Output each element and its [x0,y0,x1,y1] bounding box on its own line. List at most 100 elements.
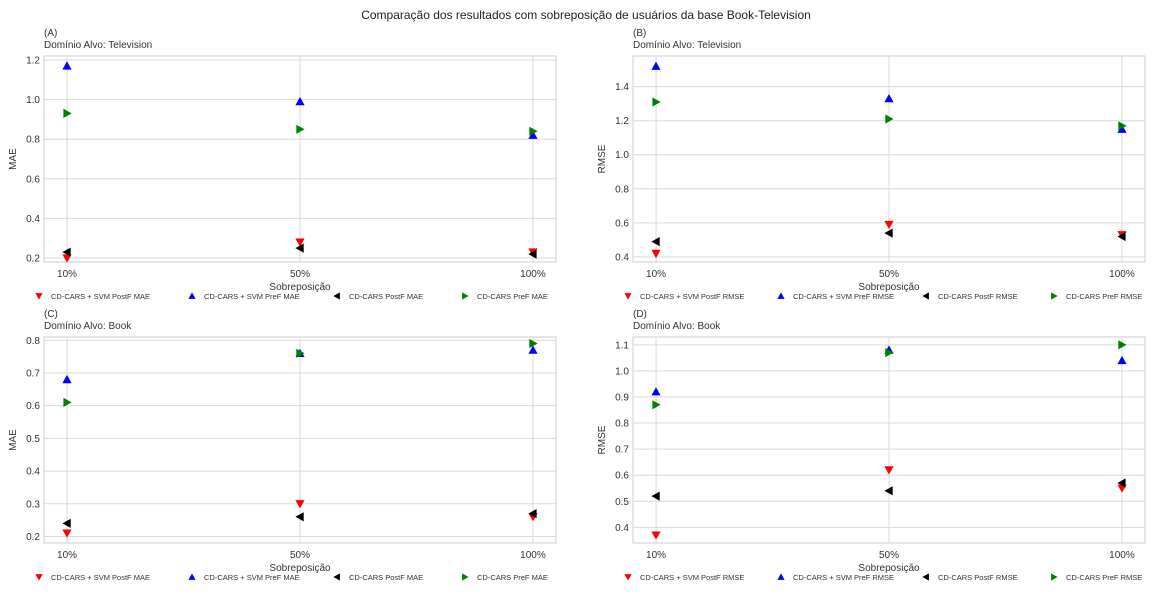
panel3-ytick-label-3: 0.7 [615,445,629,456]
panel1-yaxis-label: RMSE [597,144,608,173]
panel3-xaxis-label: Sobreposição [858,563,920,574]
panel2-xtick-label-0: 10% [57,550,77,561]
panel2-series3-point-1 [296,348,305,358]
panel2-legend-label-3: CD-CARS PreF MAE [477,573,548,582]
panel2-legend-label-2: CD-CARS PostF MAE [349,573,423,582]
panel2-series2-point-2 [528,509,537,519]
panel2-series0-point-0 [62,529,72,538]
panel0-legend-label-1: CD-CARS + SVM PreF MAE [204,292,300,301]
panel1-xtick-label-0: 10% [646,269,666,280]
panel0-legend-marker-0 [35,293,43,300]
panel3-series3-point-0 [652,400,661,410]
panel3-legend-label-3: CD-CARS PreF RMSE [1066,573,1142,582]
panel1-legend-marker-3 [1051,292,1058,300]
panel2-ytick-label-3: 0.5 [26,434,40,445]
panel3-ytick-label-0: 0.4 [615,523,629,534]
panel2-series1-point-0 [62,374,72,384]
panel0-legend-marker-1 [188,292,196,299]
panel3-ytick-label-1: 0.5 [615,497,629,508]
panel1-ytick-label-2: 0.8 [615,184,629,195]
panel3-series2-point-2 [1117,478,1126,488]
panel0-xtick-label-1: 50% [290,269,310,280]
panel3-panel-letter: (D) [633,309,647,320]
panel1-series1-point-1 [884,94,894,103]
panel0-series2-point-1 [295,243,304,253]
panel0-xtick-label-2: 100% [520,269,546,280]
panel2-legend-marker-0 [35,574,43,581]
panel1-legend-label-3: CD-CARS PreF RMSE [1066,292,1142,301]
panel0-series2-point-0 [62,247,71,257]
panel1-legend-label-0: CD-CARS + SVM PostF RMSE [640,292,744,301]
panel3-series0-point-1 [884,466,894,475]
panel3-ytick-label-2: 0.6 [615,471,629,482]
panel3-ytick-label-5: 0.9 [615,392,629,403]
panel2-series2-point-0 [62,518,71,528]
panel2-panel-subtitle: Domínio Alvo: Book [44,321,132,332]
panel2-xtick-label-2: 100% [520,550,546,561]
panel3-legend-label-0: CD-CARS + SVM PostF RMSE [640,573,744,582]
panel3-legend-marker-2 [922,573,929,581]
panel3-ytick-label-4: 0.8 [615,419,629,430]
panel3-legend-label-1: CD-CARS + SVM PreF RMSE [793,573,894,582]
panel0-legend-label-2: CD-CARS PostF MAE [349,292,423,301]
panel1-xaxis-label: Sobreposição [858,282,920,293]
panel2-series1-point-2 [528,345,538,354]
panel2-ytick-label-6: 0.8 [26,336,40,347]
panel3-legend-marker-0 [624,574,632,581]
panel1-ytick-label-4: 1.2 [615,116,629,127]
panel0-series2-point-2 [528,249,537,259]
panel1-ytick-label-3: 1.0 [615,150,629,161]
panel2-yaxis-label: MAE [8,429,19,451]
panel0-panel-letter: (A) [44,28,57,39]
panel0-legend-label-3: CD-CARS PreF MAE [477,292,548,301]
panel1-series1-point-2 [1117,124,1127,133]
panel0-ytick-label-5: 1.2 [26,55,40,66]
panel3-series1-point-2 [1117,355,1127,365]
panel3-series1-point-0 [651,387,661,396]
panel2-legend-label-0: CD-CARS + SVM PostF MAE [51,573,150,582]
panel3-legend-label-2: CD-CARS PostF RMSE [938,573,1018,582]
panel2-ytick-label-2: 0.4 [26,467,40,478]
panel2-series2-point-1 [295,512,304,522]
panel0-series0-point-1 [295,238,305,247]
panel1-series2-point-2 [1117,231,1126,242]
panel1-series2-point-0 [651,237,660,247]
panel2-series0-point-1 [295,500,305,509]
panel2-legend-label-1: CD-CARS + SVM PreF MAE [204,573,300,582]
panel1-series0-point-1 [884,220,894,230]
panel3-xtick-label-0: 10% [646,550,666,561]
panel3-series2-point-0 [651,491,660,501]
panel3-legend-marker-3 [1051,573,1058,581]
panel2-series3-point-2 [529,338,538,349]
panel2-xaxis-label: Sobreposição [269,563,331,574]
panel0-xtick-label-0: 10% [57,269,77,280]
figure-title: Comparação dos resultados com sobreposiç… [361,8,811,22]
panel3-yaxis-label: RMSE [597,425,608,454]
panel3-series2-point-1 [884,486,893,496]
panel1-series3-point-2 [1118,121,1127,131]
panel1-ytick-label-5: 1.4 [615,82,629,93]
panel1-legend-label-2: CD-CARS PostF RMSE [938,292,1018,301]
panel1-legend-marker-2 [922,292,929,300]
panel1-panel-letter: (B) [633,28,646,39]
panel0-legend-marker-3 [462,292,469,300]
panel2-panel-letter: (C) [44,309,58,320]
panel1-xtick-label-1: 50% [879,269,899,280]
panel2-ytick-label-5: 0.7 [26,368,40,379]
panel1-panel-subtitle: Domínio Alvo: Television [633,40,741,51]
panel2-ytick-label-1: 0.3 [26,499,40,510]
panel1-ytick-label-0: 0.4 [615,252,629,263]
panel0-yaxis-label: MAE [8,148,19,170]
panel3-series0-point-0 [651,531,661,540]
panel3-xtick-label-2: 100% [1109,550,1135,561]
panel0-legend-label-0: CD-CARS + SVM PostF MAE [51,292,150,301]
panel3-ytick-label-6: 1.0 [615,366,629,377]
panel0-ytick-label-3: 0.8 [26,135,40,146]
panel2-series3-point-0 [63,397,72,407]
panel1-ytick-label-1: 0.6 [615,218,629,229]
panel1-legend-marker-1 [777,292,785,299]
panel0-ytick-label-4: 1.0 [26,95,40,106]
panel2-legend-marker-2 [333,573,340,581]
